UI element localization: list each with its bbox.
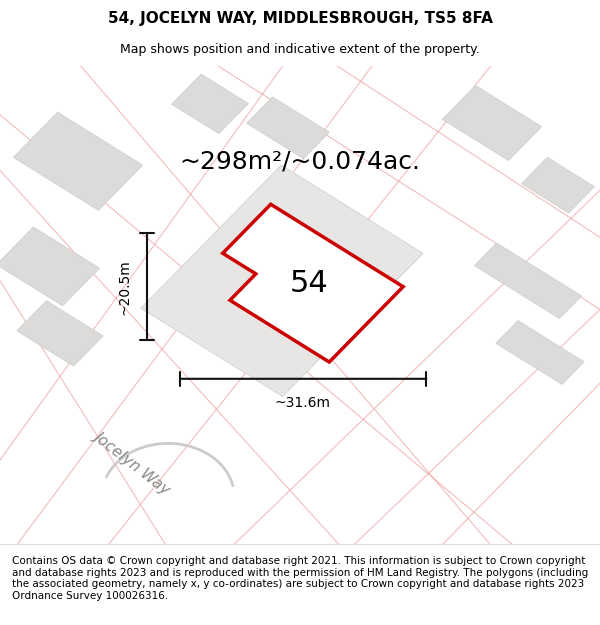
- Text: 54, JOCELYN WAY, MIDDLESBROUGH, TS5 8FA: 54, JOCELYN WAY, MIDDLESBROUGH, TS5 8FA: [107, 11, 493, 26]
- Polygon shape: [475, 243, 581, 319]
- Polygon shape: [13, 112, 143, 211]
- Polygon shape: [0, 227, 100, 306]
- Polygon shape: [442, 86, 542, 161]
- Text: Contains OS data © Crown copyright and database right 2021. This information is : Contains OS data © Crown copyright and d…: [12, 556, 588, 601]
- Text: ~298m²/~0.074ac.: ~298m²/~0.074ac.: [179, 149, 421, 173]
- Text: 54: 54: [290, 269, 328, 298]
- Text: ~31.6m: ~31.6m: [275, 396, 331, 409]
- Text: Map shows position and indicative extent of the property.: Map shows position and indicative extent…: [120, 42, 480, 56]
- Polygon shape: [17, 301, 103, 366]
- Polygon shape: [496, 321, 584, 384]
- Text: ~20.5m: ~20.5m: [118, 259, 132, 314]
- Polygon shape: [141, 165, 423, 396]
- Polygon shape: [521, 158, 595, 213]
- Polygon shape: [247, 97, 329, 159]
- Polygon shape: [223, 204, 403, 362]
- Text: Jocelyn Way: Jocelyn Way: [91, 428, 173, 497]
- Polygon shape: [172, 74, 248, 134]
